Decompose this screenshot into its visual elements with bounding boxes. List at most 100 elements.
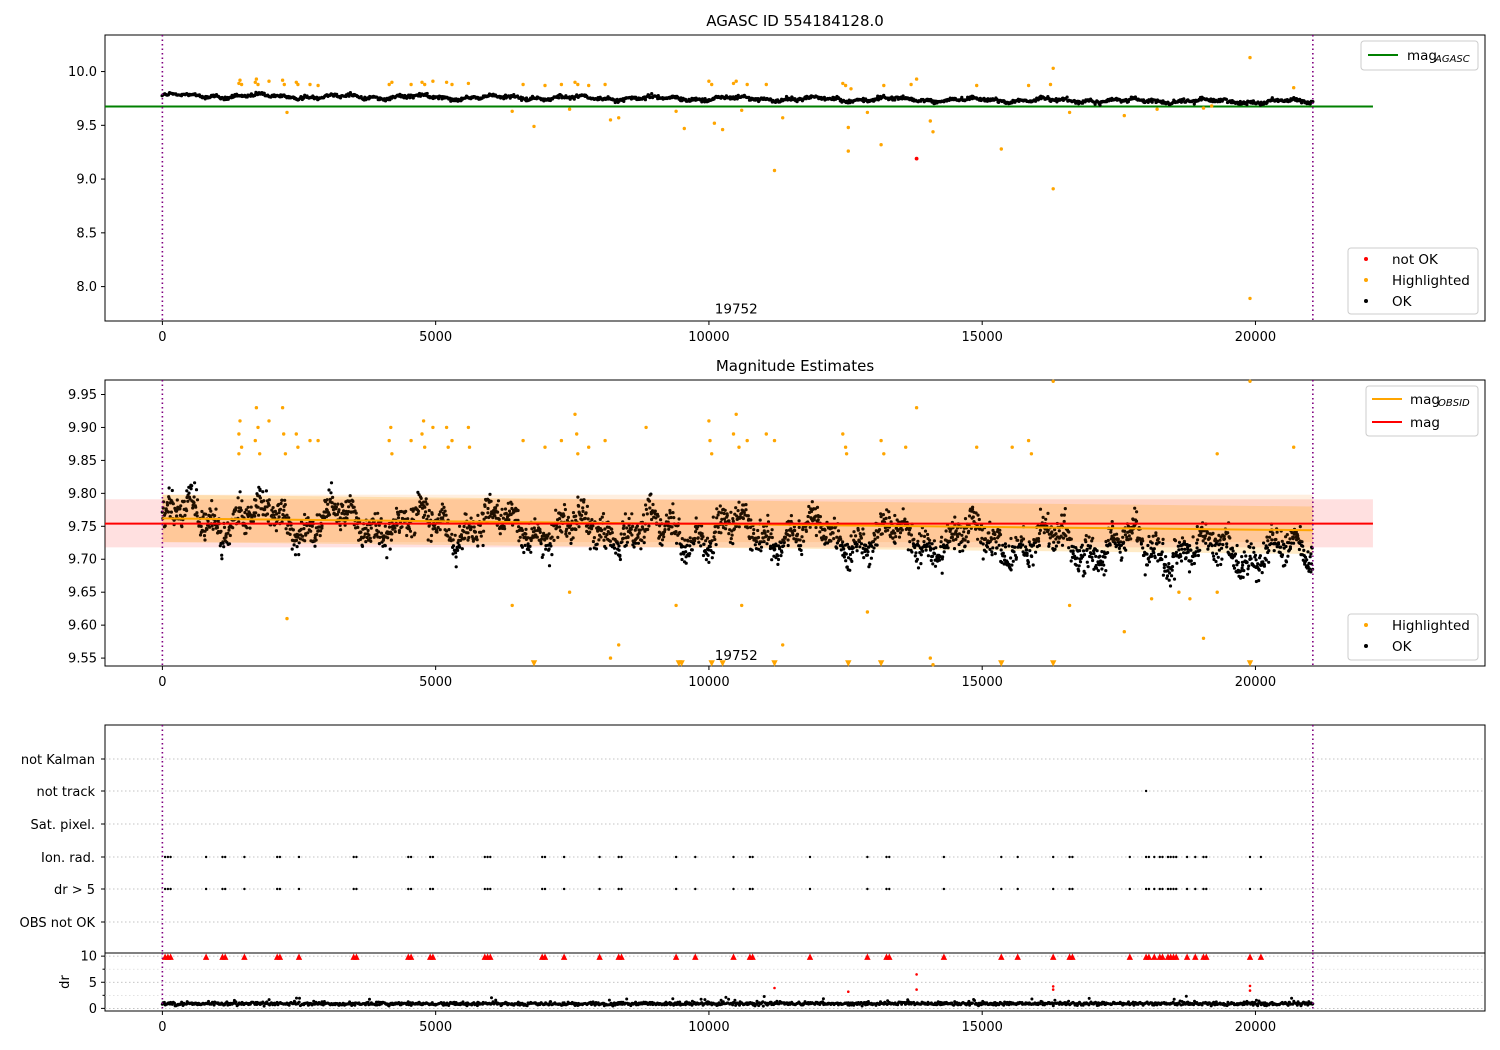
flag-point: [1205, 855, 1208, 859]
ok-point: [491, 516, 495, 520]
ok-point: [494, 506, 498, 510]
highlighted-point: [745, 438, 749, 443]
ok-point: [483, 504, 487, 508]
ok-point: [799, 544, 803, 548]
ok-point: [799, 548, 803, 553]
ok-point: [277, 502, 281, 507]
flag-point: [224, 855, 227, 859]
ok-point: [844, 559, 848, 563]
legend-marker: [1364, 299, 1368, 303]
plot-frame: [104, 34, 1486, 322]
ok-point: [1272, 549, 1276, 553]
x-tick-label: 20000: [1235, 1020, 1276, 1035]
ok-point: [264, 489, 268, 493]
ok-point: [547, 564, 552, 568]
ok-point: [282, 508, 286, 512]
ok-point: [529, 550, 533, 554]
ok-point: [1161, 541, 1165, 546]
flag-point: [1169, 855, 1172, 859]
highlighted-point: [781, 116, 785, 120]
highlighted-point: [567, 107, 572, 111]
ok-point: [474, 535, 479, 539]
ok-point: [844, 552, 848, 556]
ok-point: [460, 547, 464, 551]
ok-point: [868, 562, 872, 566]
ok-point: [183, 513, 187, 518]
ok-point: [1082, 553, 1087, 557]
ok-point: [500, 507, 504, 511]
x-tick-label: 10000: [688, 330, 729, 345]
ok-point: [1244, 554, 1248, 558]
ok-point: [1262, 564, 1266, 568]
ok-point: [937, 558, 942, 562]
y-tick-label: 5: [89, 976, 97, 991]
ok-point: [364, 540, 368, 544]
flag-point: [221, 887, 224, 891]
flag-point: [489, 855, 492, 859]
ok-point: [442, 505, 446, 509]
flag-point: [885, 887, 888, 891]
ok-point: [549, 544, 553, 548]
ok-point: [507, 509, 512, 513]
flag-point: [1158, 855, 1162, 859]
flag-point: [1166, 855, 1170, 859]
highlighted-point: [567, 590, 572, 594]
ok-point: [199, 524, 203, 529]
legend-marker: [1364, 278, 1368, 282]
ok-point: [493, 514, 497, 518]
ok-point: [475, 538, 479, 542]
highlighted-point: [1122, 630, 1127, 634]
flag-point: [751, 855, 754, 859]
ok-point: [1283, 563, 1287, 567]
ok-point: [942, 550, 946, 554]
ok-point: [1252, 546, 1256, 550]
flag-point: [431, 855, 435, 859]
y-tick-label: 9.5: [76, 119, 97, 134]
ok-point: [1067, 546, 1071, 550]
highlighted-point: [450, 438, 454, 443]
ok-point: [617, 548, 621, 552]
highlighted-point: [844, 452, 849, 456]
obsid-annotation: 19752: [715, 301, 758, 317]
ok-point: [215, 526, 219, 530]
flag-point: [243, 855, 246, 859]
flag-point: [620, 887, 623, 891]
ok-point: [456, 548, 460, 553]
ok-point: [1146, 543, 1150, 548]
ok-point: [1170, 568, 1174, 572]
highlighted-point: [904, 445, 908, 449]
ok-point: [612, 543, 616, 547]
ok-point: [1152, 551, 1156, 555]
ok-point: [622, 99, 626, 103]
ok-point: [708, 545, 712, 549]
ok-point: [1034, 550, 1038, 554]
flag-point: [1144, 789, 1148, 793]
ok-point: [753, 543, 757, 547]
ok-point: [524, 96, 529, 100]
panel-title: Magnitude Estimates: [716, 357, 874, 375]
flag-point: [352, 887, 355, 891]
ok-point: [528, 544, 532, 549]
ok-point: [1305, 558, 1309, 562]
flag-point: [541, 887, 544, 891]
ok-point: [168, 515, 172, 519]
highlighted-point: [280, 78, 285, 82]
ok-point: [1279, 545, 1283, 549]
flag-point: [278, 855, 282, 859]
ok-point: [256, 505, 260, 509]
ok-point: [1264, 558, 1268, 562]
ok-point: [178, 507, 182, 511]
x-tick-label: 20000: [1235, 675, 1276, 690]
ok-point: [443, 509, 447, 513]
highlighted-point: [253, 80, 257, 85]
legend-label: Highlighted: [1392, 618, 1470, 634]
ok-point: [865, 553, 870, 557]
ok-point: [1160, 550, 1164, 554]
flag-point: [1169, 887, 1172, 891]
ok-point: [427, 508, 431, 513]
ok-point: [222, 525, 227, 530]
ok-point: [866, 550, 870, 554]
x-tick-label: 15000: [962, 675, 1003, 690]
ok-point: [277, 515, 281, 519]
ok-point: [364, 526, 368, 530]
